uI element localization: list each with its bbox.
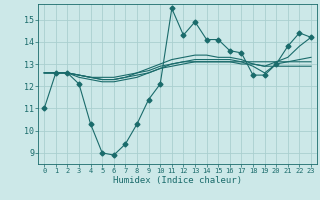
X-axis label: Humidex (Indice chaleur): Humidex (Indice chaleur)	[113, 176, 242, 185]
